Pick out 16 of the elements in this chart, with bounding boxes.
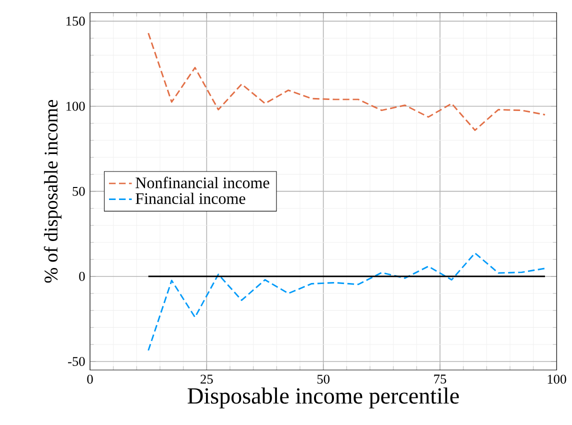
y-tick-label: 0 xyxy=(79,272,85,281)
x-tick-label: 0 xyxy=(87,374,93,384)
y-axis-title: % of disposable income xyxy=(44,100,62,283)
legend-label: Nonfinancial income xyxy=(136,176,270,188)
y-tick-label: 50 xyxy=(72,186,85,196)
legend-label: Financial income xyxy=(136,192,246,204)
x-tick-label: 50 xyxy=(317,374,330,384)
x-tick-label: 75 xyxy=(434,374,446,384)
y-tick-label: 150 xyxy=(66,16,85,26)
line-series xyxy=(148,32,546,131)
y-tick-label: 100 xyxy=(66,102,85,111)
x-tick-label: 25 xyxy=(200,374,213,384)
line-series xyxy=(148,252,546,352)
x-axis-title: Disposable income percentile xyxy=(188,388,459,408)
y-tick-label: -50 xyxy=(68,356,85,366)
x-tick-label: 100 xyxy=(548,374,566,384)
